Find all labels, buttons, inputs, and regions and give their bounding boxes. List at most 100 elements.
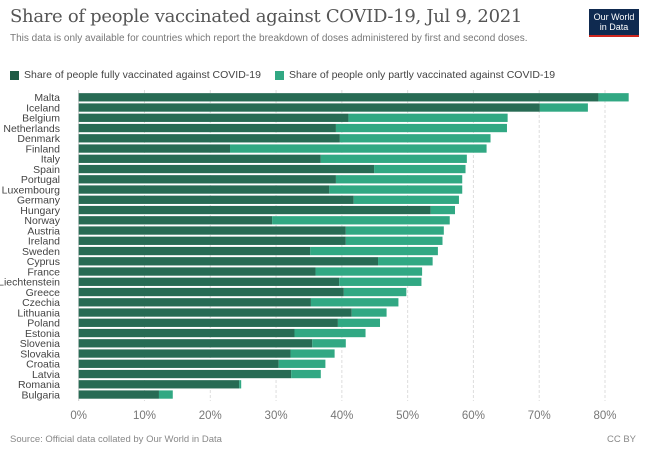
category-label: Poland (27, 318, 60, 330)
bar-fully-vaccinated (78, 195, 354, 204)
legend-label-partly: Share of people only partly vaccinated a… (288, 69, 556, 81)
bar-fully-vaccinated (78, 390, 159, 399)
category-label: Greece (26, 287, 61, 299)
bar-fully-vaccinated (78, 318, 338, 327)
chart-subtitle: This data is only available for countrie… (10, 33, 528, 44)
category-label: Czechia (22, 297, 60, 309)
x-tick-label: 80% (593, 410, 616, 422)
bar-partly-vaccinated (239, 380, 242, 389)
bar-partly-vaccinated (351, 308, 387, 317)
owid-logo[interactable]: Our World in Data (589, 9, 639, 37)
x-tick-label: 60% (462, 410, 485, 422)
legend-item-fully[interactable]: Share of people fully vaccinated against… (10, 69, 261, 81)
legend-swatch-partly (274, 70, 284, 80)
bar-partly-vaccinated (430, 205, 456, 215)
x-tick-label: 40% (330, 410, 353, 422)
category-label: Liechtenstein (0, 277, 60, 289)
x-tick-label: 50% (396, 410, 419, 422)
bar-fully-vaccinated (78, 257, 379, 266)
x-tick-label: 70% (528, 410, 551, 422)
category-label: Luxembourg (2, 184, 61, 196)
category-label: Austria (27, 225, 60, 237)
bar-partly-vaccinated (345, 236, 443, 245)
bar-partly-vaccinated (294, 328, 366, 338)
legend-item-partly[interactable]: Share of people only partly vaccinated a… (274, 69, 556, 81)
bar-fully-vaccinated (78, 93, 599, 102)
category-label: France (27, 266, 60, 278)
x-tick-label: 0% (70, 410, 87, 422)
category-label: Belgium (22, 113, 60, 125)
bar-fully-vaccinated (78, 154, 321, 163)
bar-fully-vaccinated (78, 144, 231, 153)
bar-partly-vaccinated (230, 144, 487, 153)
x-tick-label: 10% (133, 410, 156, 422)
bar-partly-vaccinated (291, 369, 321, 379)
category-label: Denmark (17, 133, 60, 145)
bar-partly-vaccinated (345, 226, 444, 235)
bar-fully-vaccinated (78, 287, 344, 297)
bar-partly-vaccinated (374, 164, 466, 174)
bar-fully-vaccinated (78, 185, 330, 194)
bar-fully-vaccinated (78, 205, 431, 215)
bar-partly-vaccinated (272, 216, 450, 225)
category-label: Romania (18, 379, 60, 391)
bar-fully-vaccinated (78, 380, 240, 389)
bar-fully-vaccinated (78, 277, 340, 286)
license[interactable]: CC BY (606, 434, 636, 445)
bar-partly-vaccinated (312, 339, 346, 348)
category-label: Slovenia (20, 338, 60, 350)
bar-partly-vaccinated (278, 359, 326, 368)
category-label: Lithuania (17, 307, 60, 319)
bar-fully-vaccinated (78, 308, 352, 317)
legend: Share of people fully vaccinated against… (10, 69, 555, 81)
legend-label-fully: Share of people fully vaccinated against… (24, 69, 261, 81)
bar-fully-vaccinated (78, 328, 295, 338)
bar-fully-vaccinated (78, 103, 540, 112)
bar-fully-vaccinated (78, 175, 336, 184)
bar-partly-vaccinated (158, 390, 173, 399)
category-label: Spain (33, 164, 60, 176)
bar-fully-vaccinated (78, 123, 336, 133)
category-label: Portugal (21, 174, 60, 186)
bar-fully-vaccinated (78, 216, 273, 225)
bar-partly-vaccinated (353, 195, 459, 204)
logo-line-1: Our World (593, 12, 635, 22)
category-label: Malta (34, 92, 60, 104)
bar-partly-vaccinated (339, 277, 422, 286)
x-tick-label: 20% (199, 410, 222, 422)
bar-partly-vaccinated (310, 246, 438, 256)
x-tick-label: 30% (265, 410, 288, 422)
category-label: Netherlands (3, 123, 60, 135)
source-note: Source: Official data collated by Our Wo… (10, 434, 222, 445)
chart-title: Share of people vaccinated against COVID… (10, 6, 523, 27)
bar-fully-vaccinated (78, 369, 292, 379)
bar-fully-vaccinated (78, 113, 349, 122)
bar-partly-vaccinated (539, 103, 588, 112)
bar-fully-vaccinated (78, 267, 316, 276)
bar-partly-vaccinated (335, 123, 507, 133)
category-label: Cyprus (27, 256, 60, 268)
bar-partly-vaccinated (343, 287, 407, 297)
bar-fully-vaccinated (78, 236, 346, 245)
bar-fully-vaccinated (78, 246, 311, 256)
bar-partly-vaccinated (598, 93, 629, 102)
bar-partly-vaccinated (378, 257, 433, 266)
category-label: Italy (41, 154, 61, 166)
bar-partly-vaccinated (310, 298, 399, 307)
category-label: Slovakia (20, 348, 60, 360)
bar-partly-vaccinated (339, 134, 491, 143)
bar-fully-vaccinated (78, 164, 375, 174)
category-label: Sweden (22, 246, 60, 258)
category-label: Finland (26, 143, 61, 155)
bar-partly-vaccinated (329, 185, 463, 194)
category-label: Bulgaria (21, 389, 60, 401)
bar-partly-vaccinated (348, 113, 508, 122)
category-label: Norway (24, 215, 60, 227)
bar-partly-vaccinated (335, 175, 463, 184)
bar-fully-vaccinated (78, 298, 311, 307)
bar-partly-vaccinated (320, 154, 467, 163)
bar-partly-vaccinated (337, 318, 381, 327)
bar-fully-vaccinated (78, 359, 279, 368)
